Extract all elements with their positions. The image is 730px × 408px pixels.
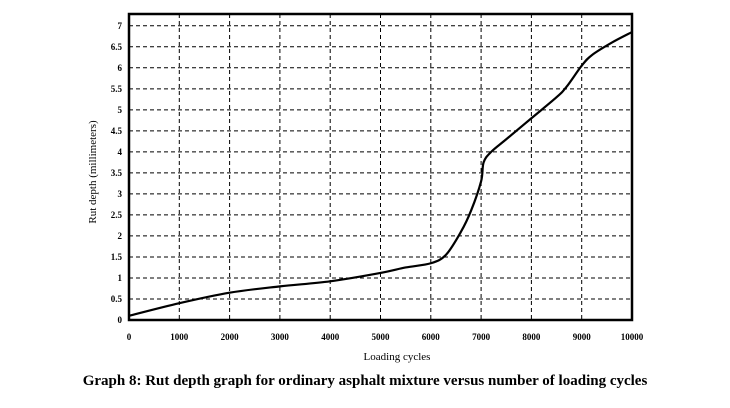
y-axis-label: Rut depth (millimeters): [87, 120, 99, 224]
x-tick-label: 3000: [271, 332, 290, 342]
chart-title: Graph 8: Rut depth graph for ordinary as…: [82, 373, 648, 389]
y-tick-label: 4: [118, 147, 123, 157]
x-tick-label: 8000: [522, 332, 541, 342]
y-tick-label: 4.5: [111, 126, 123, 136]
grid: [129, 14, 632, 320]
x-tick-label: 9000: [573, 332, 592, 342]
x-tick-label: 10000: [621, 332, 644, 342]
y-tick-label: 3: [118, 189, 123, 199]
tick-labels: 0 0.5 1 1.5 2 2.5 3 3.5 4 4.5 5 5.5 6 6.5 7 0 1000 2000 30…: [111, 21, 644, 342]
x-axis-label: Loading cycles: [364, 351, 431, 363]
y-tick-label: 6.5: [111, 42, 123, 52]
y-tick-label: 1.5: [111, 252, 123, 262]
x-tick-label: 6000: [422, 332, 441, 342]
y-tick-label: 5: [118, 105, 123, 115]
y-tick-label: 2.5: [111, 210, 123, 220]
y-tick-label: 1: [118, 273, 123, 283]
x-tick-label: 7000: [472, 332, 491, 342]
y-tick-label: 0.5: [111, 294, 123, 304]
x-tick-label: 4000: [321, 332, 340, 342]
y-tick-label: 5.5: [111, 84, 123, 94]
series-line-ordinary-asphalt: [128, 31, 633, 317]
y-tick-label: 6: [118, 63, 123, 73]
y-tick-label: 0: [118, 315, 123, 325]
x-tick-label: 5000: [372, 332, 391, 342]
x-tick-label: 2000: [221, 332, 240, 342]
y-tick-label: 2: [118, 231, 123, 241]
x-tick-label: 0: [127, 332, 132, 342]
x-tick-label: 1000: [170, 332, 189, 342]
y-tick-label: 3.5: [111, 168, 123, 178]
plot-frame: [127, 12, 634, 322]
y-tick-label: 7: [118, 21, 123, 31]
